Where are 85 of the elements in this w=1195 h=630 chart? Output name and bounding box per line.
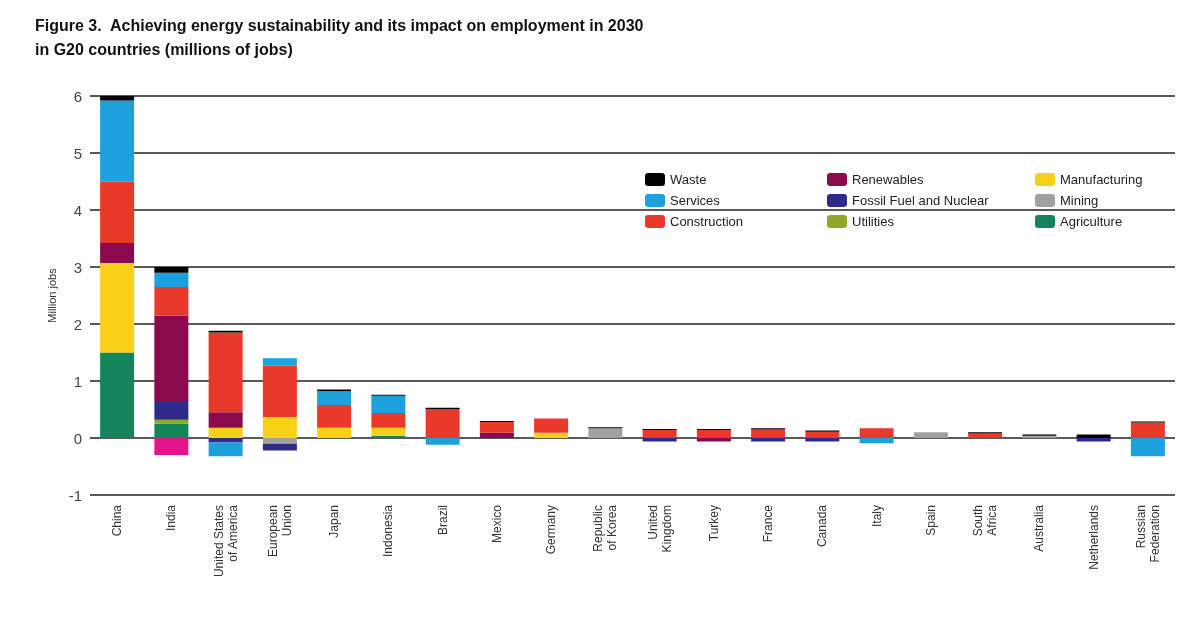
x-tick-label: Australia (1032, 504, 1047, 552)
x-tick-label: China (110, 504, 125, 537)
bar (154, 267, 189, 273)
bar (968, 433, 1003, 438)
bar (479, 422, 514, 433)
y-tick-label: 2 (73, 315, 82, 333)
bar (100, 96, 135, 101)
y-axis-title: Million jobs (46, 267, 59, 323)
x-tick-label: Netherlands (1086, 505, 1101, 570)
y-tick-label: -1 (68, 486, 82, 504)
bar (154, 423, 189, 438)
bar (913, 432, 948, 438)
bar (317, 391, 352, 405)
x-tick-label: Brazil (435, 505, 450, 536)
bar (100, 181, 135, 244)
x-tick-label: France (761, 504, 776, 543)
legend-label: Construction (670, 214, 743, 229)
x-tick-label: Canada (815, 504, 830, 548)
x-tick-label: Republic of Korea (591, 504, 620, 552)
chart-title: Figure 3. Achieving energy sustainability and its impact on employment in 2030 in G20 countries (millions of jobs) (35, 16, 644, 58)
bar (154, 315, 189, 401)
bar (208, 442, 243, 457)
bar (154, 400, 189, 420)
x-tick-label: Russian Federation (1133, 505, 1162, 563)
bar (534, 418, 569, 433)
bar (208, 438, 243, 443)
x-tick-label: Germany (544, 505, 559, 555)
bar (751, 429, 786, 438)
legend-label: Fossil Fuel and Nuclear (852, 193, 990, 208)
x-tick-label: United States of America (211, 504, 240, 578)
bar (534, 432, 569, 438)
y-tick-label: 6 (73, 87, 82, 105)
bar (262, 365, 297, 417)
bar (859, 438, 894, 444)
bar (479, 432, 514, 438)
bar (208, 332, 243, 413)
legend-label: Waste (670, 172, 707, 187)
legend-label: Services (670, 193, 721, 208)
bar (859, 428, 894, 438)
bar (262, 416, 297, 438)
bar (208, 427, 243, 438)
bar (425, 438, 460, 445)
bar (642, 430, 677, 438)
bar (371, 412, 406, 428)
x-tick-label: European Union (265, 505, 294, 558)
bar (1130, 438, 1165, 457)
bar (317, 427, 352, 438)
legend-label: Mining (1060, 193, 1099, 208)
bar (1130, 422, 1165, 438)
legend-label: Agriculture (1060, 214, 1123, 229)
legend-label: Renewables (852, 172, 925, 187)
bar (154, 272, 189, 287)
bar (262, 358, 297, 366)
x-tick-label: Turkey (706, 505, 721, 542)
bar (100, 263, 135, 353)
legend-label: Manufacturing (1060, 172, 1143, 187)
bar (696, 430, 731, 438)
bar (262, 438, 297, 444)
x-tick-label: Spain (923, 505, 938, 536)
x-tick-label: South Africa (971, 504, 1000, 537)
bar (154, 419, 189, 424)
bar (805, 431, 840, 438)
bar (425, 408, 460, 438)
bar (100, 100, 135, 182)
x-tick-label: Italy (869, 505, 884, 528)
bar (371, 395, 406, 413)
bar (154, 438, 189, 456)
x-tick-label: Mexico (489, 504, 504, 544)
bar (262, 443, 297, 451)
bar (100, 243, 135, 264)
x-tick-label: Japan (327, 505, 342, 538)
bar (588, 428, 623, 438)
y-tick-label: 0 (73, 429, 82, 447)
legend-label: Utilities (852, 214, 895, 229)
bar (100, 352, 135, 438)
bar (154, 286, 189, 316)
bar (371, 427, 406, 436)
x-tick-label: Indonesia (381, 504, 396, 558)
x-tick-label: India (164, 504, 179, 532)
y-tick-label: 1 (73, 372, 82, 390)
bar (208, 412, 243, 428)
y-tick-label: 3 (73, 258, 82, 276)
bar (317, 404, 352, 428)
y-tick-label: 4 (73, 201, 82, 219)
y-tick-label: 5 (73, 144, 82, 162)
